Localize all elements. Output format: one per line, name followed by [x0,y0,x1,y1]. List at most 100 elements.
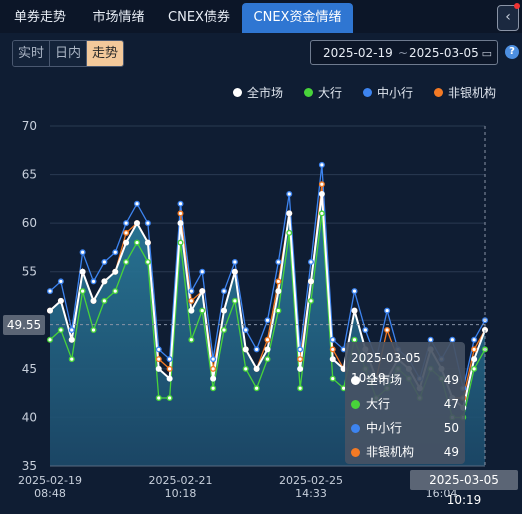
series-point [362,327,369,334]
tooltip-series-value: 50 [443,421,459,435]
series-point [47,336,54,343]
legend-label: 非银机构 [448,86,497,100]
series-point [166,395,173,402]
crosshair-y-label: 49.55 [3,315,45,335]
help-icon[interactable]: ? [505,45,519,59]
collapse-button[interactable]: ‹ [497,5,519,31]
mode-intraday-button[interactable]: 日内 [50,41,88,66]
series-point [90,327,97,334]
series-point [471,336,478,343]
series-point [275,278,282,285]
series-point [199,307,206,314]
series-dot-icon [351,447,360,457]
series-point [177,239,184,246]
legend-item-all-market[interactable]: 全市场 [233,84,283,101]
series-point [79,288,86,295]
series-point [79,249,86,256]
tab-cnex-funding-sentiment[interactable]: CNEX资金情绪 [242,3,353,33]
series-point [242,365,249,372]
series-point [264,317,271,324]
series-point [264,346,271,353]
x-tick-label: 2025-02-25 [279,474,343,487]
series-point [79,268,86,275]
series-point [57,297,64,304]
series-point [101,297,108,304]
tooltip-row: 大行 47 [351,392,459,416]
date-separator: ~ [398,46,409,60]
series-point [47,307,54,314]
chart-tooltip: 2025-03-05 10:19 全市场 49 大行 47 中小行 50 非银机… [345,342,465,464]
tooltip-series-name: 大行 [366,397,391,411]
mode-switch: 实时 日内 走势 [12,40,125,67]
series-point [351,288,358,295]
series-point [47,288,54,295]
series-point [253,365,260,372]
tooltip-series-name: 中小行 [366,421,403,435]
notification-dot [514,3,520,9]
y-tick-label: 55 [22,265,37,279]
series-point [384,327,391,334]
x-tick-label: 2025-02-19 [18,474,82,487]
series-point [253,346,260,353]
series-point [112,268,119,275]
series-point [144,239,151,246]
series-point [384,307,391,314]
date-range-picker[interactable]: 2025-02-19 ~ 2025-03-05 ▭ [310,40,498,65]
legend-item-nonbank[interactable]: 非银机构 [434,84,496,101]
y-tick-label: 40 [22,410,37,424]
series-point [199,268,206,275]
tab-bond-trend[interactable]: 单券走势 [13,10,66,25]
series-point [471,346,478,353]
date-start[interactable]: 2025-02-19 [323,46,393,60]
tab-cnex-bond[interactable]: CNEX债券 [168,10,230,25]
series-point [329,356,336,363]
series-point [308,259,315,266]
series-point [318,190,325,197]
date-end[interactable]: 2025-03-05 [409,46,479,60]
tooltip-row: 非银机构 49 [351,440,459,464]
series-point [166,375,173,382]
tooltip-series-value: 49 [443,445,459,459]
series-point [166,356,173,363]
crosshair-x-label: 2025-03-05 10:19 [410,470,518,507]
tab-market-sentiment[interactable]: 市场情绪 [92,10,145,25]
series-point [57,327,64,334]
legend-item-big-banks[interactable]: 大行 [304,84,342,101]
legend-label: 大行 [318,86,343,100]
tooltip-series-value: 49 [443,373,459,387]
chart-legend: 全市场 大行 中小行 非银机构 [0,84,522,100]
tooltip-row: 全市场 49 [351,368,459,392]
series-point [144,259,151,266]
series-point [231,259,238,266]
legend-item-small-banks[interactable]: 中小行 [363,84,413,101]
series-point [275,307,282,314]
tooltip-series-name: 非银机构 [366,445,415,459]
series-point [133,200,140,207]
series-point [275,259,282,266]
series-point [329,346,336,353]
series-point [144,220,151,227]
series-point [220,288,227,295]
mode-realtime-button[interactable]: 实时 [13,41,51,66]
series-point [286,210,293,217]
series-point [68,327,75,334]
series-point [177,210,184,217]
legend-dot-icon [304,88,313,97]
series-point [318,181,325,188]
series-point [297,385,304,392]
calendar-icon[interactable]: ▭ [481,47,492,60]
series-point [188,288,195,295]
series-point [133,220,140,227]
series-point [471,365,478,372]
series-point [90,297,97,304]
series-point [123,259,130,266]
series-point [123,239,130,246]
mode-trend-button[interactable]: 走势 [87,41,124,66]
series-point [57,278,64,285]
series-point [308,278,315,285]
series-point [275,288,282,295]
series-point [318,210,325,217]
series-point [199,288,206,295]
x-tick-label: 10:18 [165,487,197,500]
series-point [112,249,119,256]
